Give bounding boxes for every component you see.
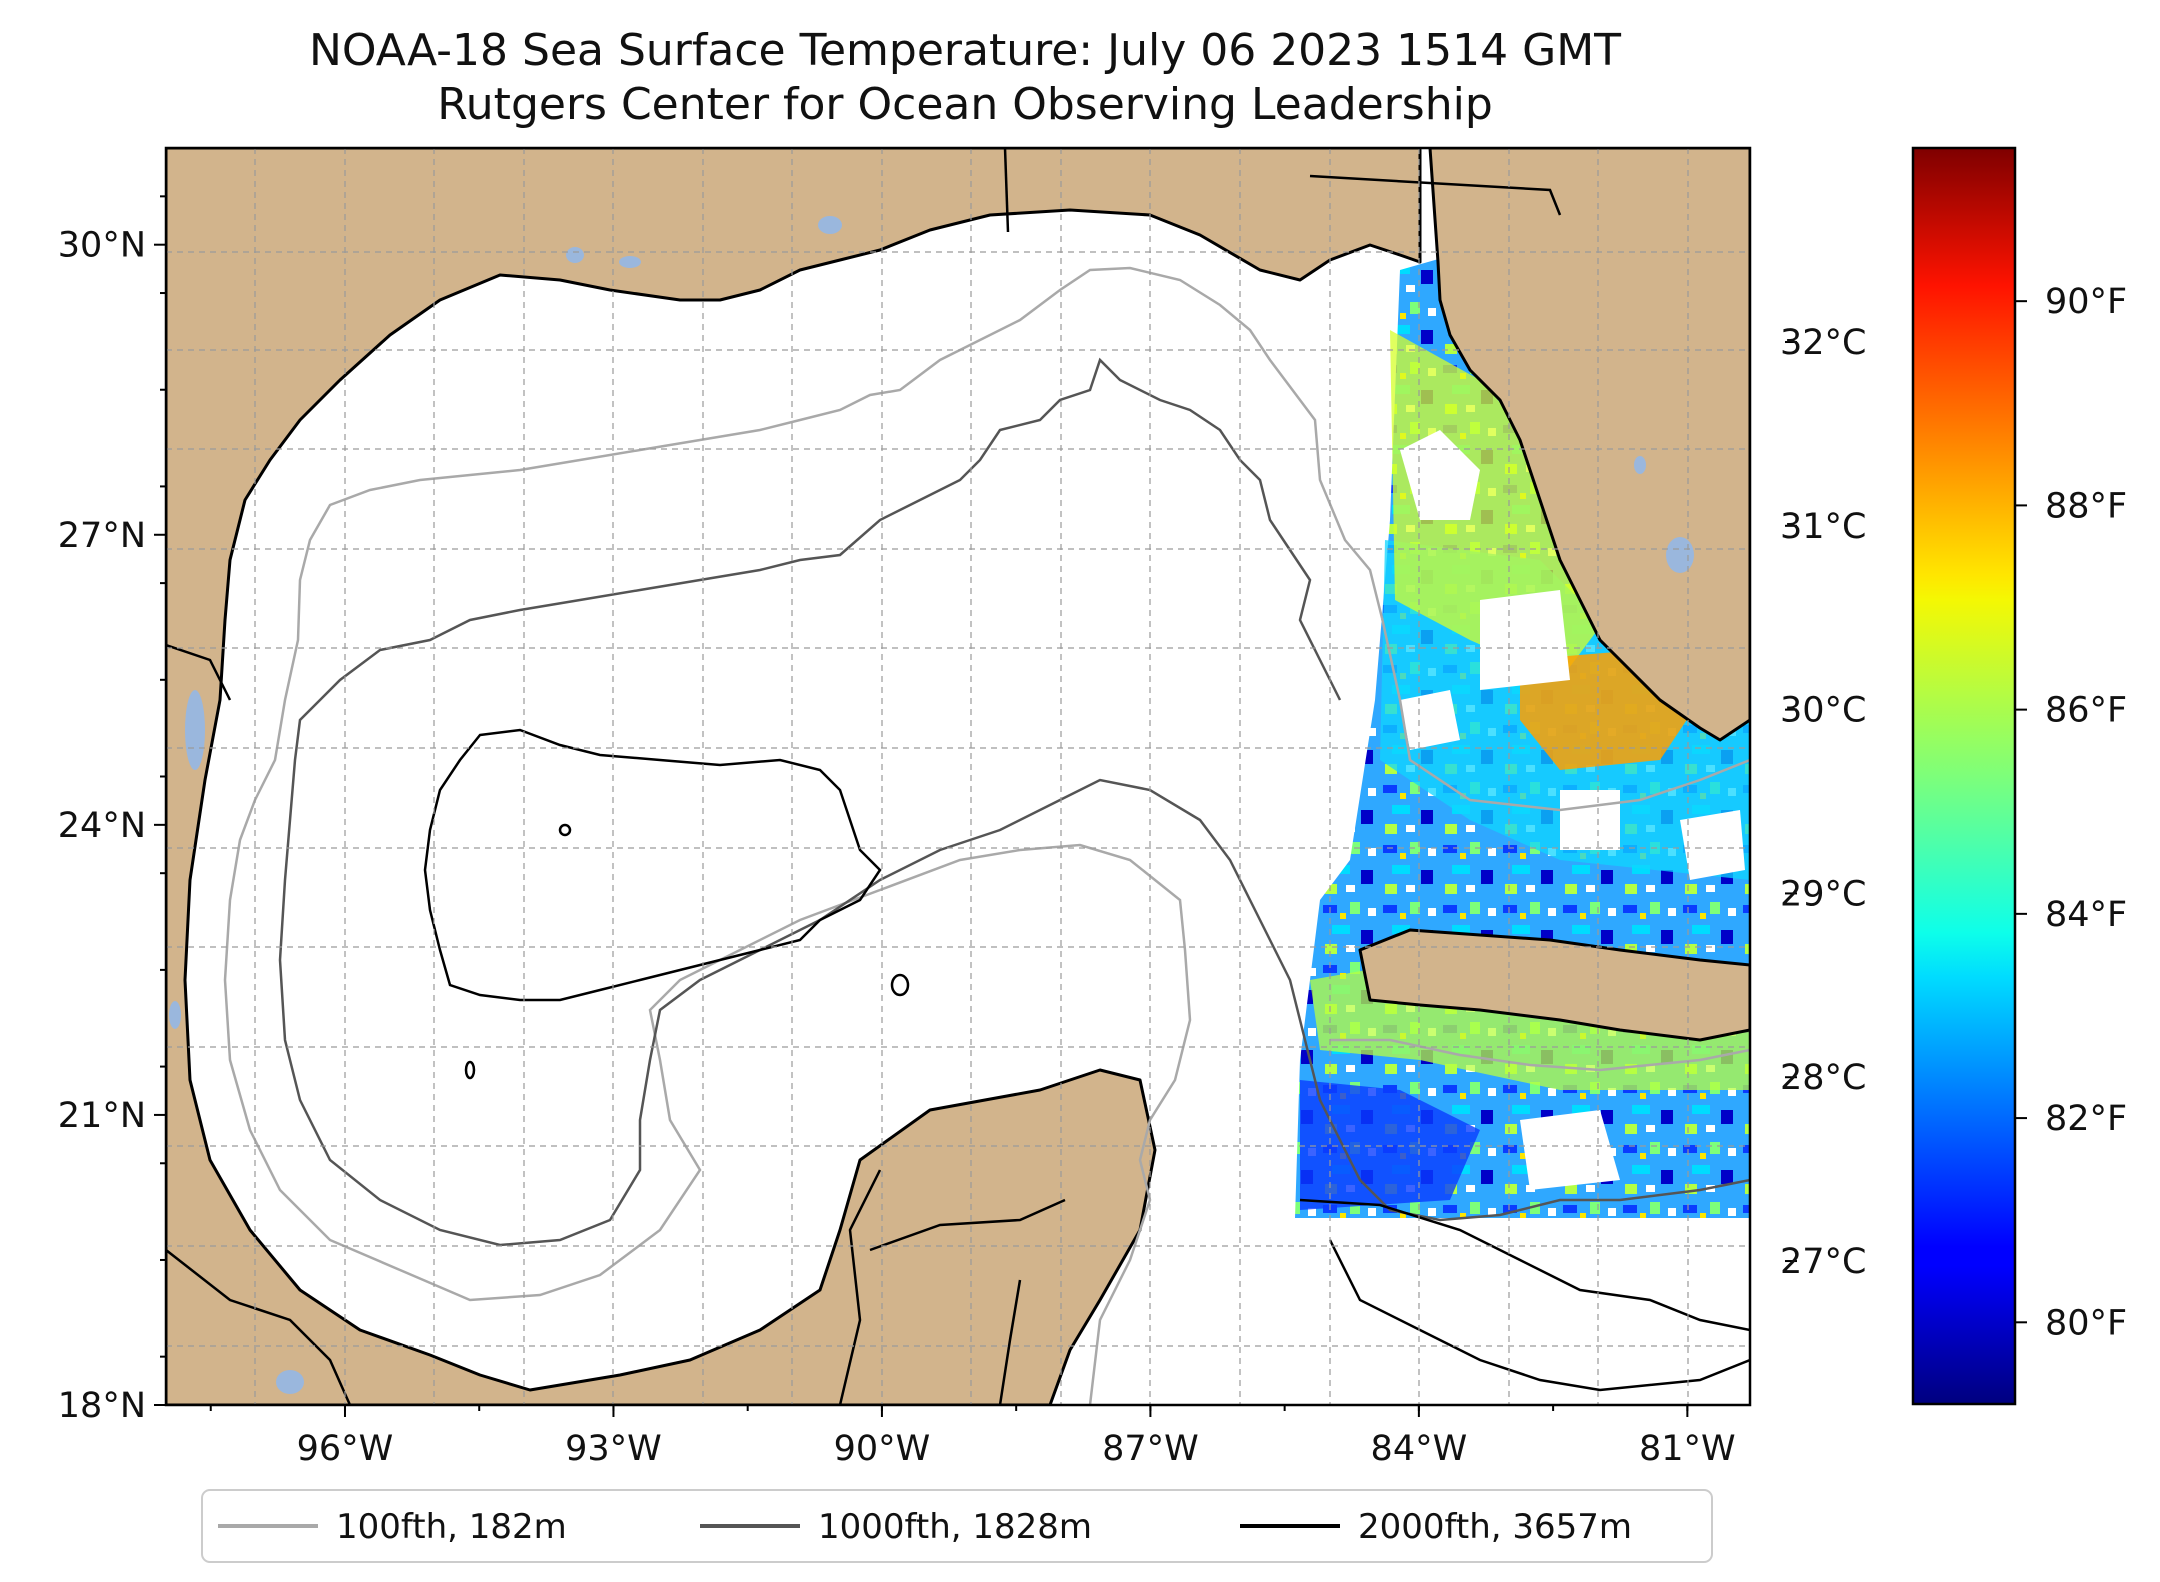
gridlines [166, 148, 1750, 1405]
land [166, 148, 1750, 1405]
lat-tick-label: 27°N [58, 516, 146, 556]
bathymetry-2000fth [423, 728, 1750, 1392]
map-area [164, 146, 1752, 1407]
celsius-tick-label: 32°C [1780, 323, 1866, 363]
lat-tick-label: 18°N [58, 1386, 146, 1426]
colorbar-ticks [1785, 300, 2027, 1324]
colorbar-labels: 90°F 88°F 86°F 84°F 82°F 80°F 32°C 31°C 30°C 29°C… [1780, 282, 2127, 1343]
celsius-tick-label: 30°C [1780, 691, 1866, 731]
lon-tick-label: 90°W [834, 1429, 931, 1469]
borders [166, 148, 1562, 1405]
fahrenheit-tick-label: 84°F [2045, 895, 2127, 935]
fahrenheit-tick-label: 88°F [2045, 486, 2127, 526]
title-line-2: Rutgers Center for Ocean Observing Leade… [437, 79, 1493, 130]
axis-labels: 96°W 93°W 90°W 87°W 84°W 81°W 30°N 27°N 24°N 21°N… [58, 226, 1736, 1469]
title-line-1: NOAA-18 Sea Surface Temperature: July 06… [308, 25, 1622, 76]
legend: 100fth, 182m 1000fth, 1828m 2000fth, 365… [201, 1489, 1713, 1563]
lat-tick-label: 24°N [58, 806, 146, 846]
legend-label-100fth: 100fth, 182m [336, 1507, 567, 1547]
legend-label-2000fth: 2000fth, 3657m [1358, 1507, 1632, 1547]
fahrenheit-tick-label: 86°F [2045, 691, 2127, 731]
fahrenheit-tick-label: 82°F [2045, 1099, 2127, 1139]
legend-label-1000fth: 1000fth, 1828m [818, 1507, 1092, 1547]
lon-tick-label: 96°W [297, 1429, 394, 1469]
fahrenheit-tick-label: 90°F [2045, 282, 2127, 322]
fahrenheit-tick-label: 80°F [2045, 1303, 2127, 1343]
lon-tick-label: 93°W [565, 1429, 662, 1469]
lat-tick-label: 30°N [58, 226, 146, 266]
axis-ticks [154, 195, 1689, 1417]
bathymetry-1000fth [278, 357, 1750, 1247]
colorbar-gradient [1913, 148, 2015, 1404]
colorbar-frame [1911, 146, 2017, 1406]
celsius-tick-label: 27°C [1780, 1242, 1866, 1282]
celsius-tick-label: 28°C [1780, 1058, 1866, 1098]
colorbar: 90°F 88°F 86°F 84°F 82°F 80°F 32°C 31°C 30°C 29°C… [1780, 146, 2127, 1406]
lat-tick-label: 21°N [58, 1096, 146, 1136]
chart-title: NOAA-18 Sea Surface Temperature: July 06… [0, 24, 1930, 132]
celsius-tick-label: 29°C [1780, 874, 1866, 914]
legend-box [201, 1489, 1713, 1563]
lon-tick-label: 81°W [1639, 1429, 1736, 1469]
lon-tick-label: 84°W [1371, 1429, 1468, 1469]
celsius-tick-label: 31°C [1780, 507, 1866, 547]
lon-tick-label: 87°W [1102, 1429, 1199, 1469]
lakes [169, 216, 1694, 1394]
